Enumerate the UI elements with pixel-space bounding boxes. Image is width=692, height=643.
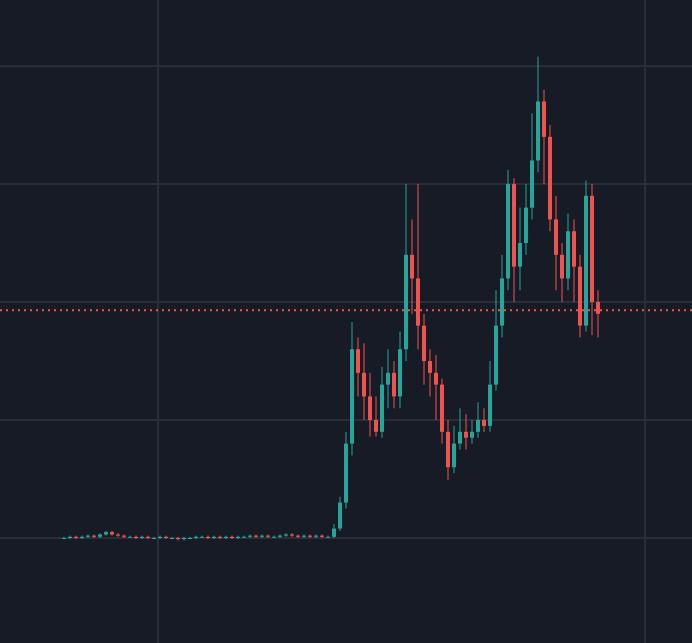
- candle-body: [260, 535, 264, 537]
- candle-body: [482, 420, 486, 426]
- candle-body: [368, 396, 372, 421]
- candle-body: [392, 372, 396, 397]
- candle-body: [128, 536, 132, 538]
- candle-body: [530, 160, 534, 208]
- candle-body: [314, 535, 318, 537]
- candle-body: [254, 535, 258, 537]
- candle-body: [518, 243, 522, 267]
- candle-body: [302, 535, 306, 537]
- candle-body: [524, 207, 528, 244]
- candle-body: [566, 231, 570, 279]
- candle-body: [104, 532, 108, 535]
- candle-body: [548, 136, 552, 220]
- candle-body: [152, 537, 156, 539]
- candle-body: [182, 537, 186, 540]
- candle-body: [350, 349, 354, 444]
- candle-body: [212, 536, 216, 538]
- candle-body: [446, 431, 450, 468]
- candle-body: [572, 231, 576, 267]
- candle-body: [416, 278, 420, 326]
- candle-body: [554, 219, 558, 255]
- candle-body: [164, 536, 168, 538]
- candle-body: [560, 254, 564, 279]
- candle-body: [506, 184, 510, 279]
- candle-body: [374, 420, 378, 432]
- candle-body: [116, 534, 120, 536]
- candle-body: [410, 254, 414, 279]
- candle-body: [80, 536, 84, 538]
- candle-body: [596, 302, 600, 314]
- candle-body: [434, 372, 438, 385]
- candle-body: [578, 266, 582, 326]
- candle-body: [98, 534, 102, 537]
- candle-body: [386, 372, 390, 385]
- candle-body: [134, 536, 138, 538]
- candle-body: [272, 536, 276, 538]
- candle-body: [404, 254, 408, 350]
- candle-body: [248, 535, 252, 537]
- candle-body: [92, 535, 96, 537]
- candle-body: [170, 537, 174, 539]
- candle-body: [344, 443, 348, 503]
- candle-body: [236, 536, 240, 538]
- candle-body: [470, 431, 474, 438]
- candle-body: [458, 431, 462, 444]
- candle-body: [230, 536, 234, 538]
- candle-body: [362, 372, 366, 397]
- candle-body: [218, 536, 222, 538]
- candle-body: [356, 349, 360, 373]
- candle-body: [62, 537, 66, 539]
- candle-body: [200, 536, 204, 538]
- candle-body: [488, 384, 492, 426]
- candle-body: [290, 534, 294, 536]
- candle-body: [158, 536, 162, 538]
- candle-body: [224, 536, 228, 538]
- candle-body: [584, 195, 588, 326]
- candle-body: [512, 184, 516, 267]
- candle-body: [428, 361, 432, 373]
- candle-body: [464, 431, 468, 438]
- candle-body: [422, 325, 426, 362]
- candle-body: [74, 536, 78, 538]
- candle-body: [500, 278, 504, 326]
- candle-body: [206, 536, 210, 538]
- candle-body: [146, 536, 150, 538]
- candle-body: [590, 195, 594, 303]
- candle-body: [326, 536, 330, 538]
- candle-body: [308, 535, 312, 537]
- candle-body: [140, 536, 144, 538]
- candle-body: [536, 101, 540, 161]
- candle-body: [380, 384, 384, 432]
- candle-body: [278, 535, 282, 537]
- candle-body: [542, 101, 546, 137]
- candle-body: [398, 349, 402, 397]
- candle-body: [68, 536, 72, 538]
- candle-body: [266, 535, 270, 537]
- candle-body: [494, 325, 498, 385]
- candle-body: [110, 532, 114, 535]
- candle-body: [476, 420, 480, 432]
- candle-body: [320, 535, 324, 537]
- candle-body: [338, 502, 342, 529]
- candle-body: [452, 443, 456, 468]
- candle-body: [122, 535, 126, 537]
- candle-body: [284, 534, 288, 536]
- candle-body: [86, 535, 90, 537]
- candle-body: [176, 537, 180, 540]
- candle-body: [332, 528, 336, 537]
- candle-body: [194, 536, 198, 538]
- candle-body: [188, 537, 192, 539]
- candle-body: [296, 535, 300, 537]
- candle-body: [440, 384, 444, 432]
- candle-body: [242, 536, 246, 538]
